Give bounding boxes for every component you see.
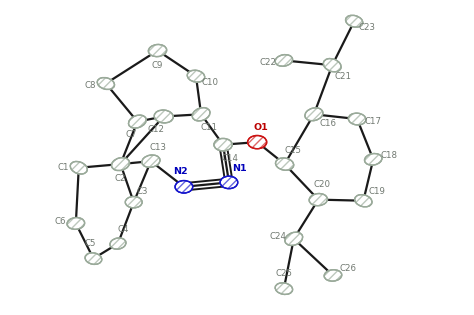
Text: O1: O1	[254, 123, 268, 132]
Text: C25: C25	[275, 269, 292, 278]
Ellipse shape	[348, 113, 366, 125]
Text: C23: C23	[358, 23, 375, 32]
Ellipse shape	[275, 158, 294, 170]
Ellipse shape	[192, 108, 210, 121]
Ellipse shape	[214, 139, 232, 151]
Text: C15: C15	[284, 146, 301, 155]
Text: C17: C17	[364, 117, 381, 126]
Text: N1: N1	[233, 164, 247, 173]
Ellipse shape	[148, 44, 167, 57]
Text: C6: C6	[55, 217, 66, 226]
Text: C5: C5	[85, 239, 96, 249]
Text: C26: C26	[339, 264, 356, 272]
Ellipse shape	[323, 59, 341, 72]
Ellipse shape	[142, 155, 160, 167]
Text: C14: C14	[221, 154, 238, 163]
Ellipse shape	[305, 108, 323, 121]
Ellipse shape	[346, 15, 363, 27]
Text: C13: C13	[149, 143, 166, 152]
Ellipse shape	[125, 197, 142, 208]
Ellipse shape	[285, 232, 302, 245]
Text: C24: C24	[270, 232, 287, 242]
Text: N2: N2	[173, 167, 188, 176]
Ellipse shape	[97, 77, 115, 89]
Text: C2: C2	[115, 174, 126, 182]
Text: C7: C7	[125, 130, 137, 139]
Text: C19: C19	[369, 187, 386, 196]
Text: C1: C1	[58, 163, 69, 172]
Ellipse shape	[275, 54, 292, 66]
Ellipse shape	[365, 153, 382, 165]
Text: C9: C9	[152, 61, 163, 71]
Text: C21: C21	[335, 72, 352, 81]
Ellipse shape	[128, 115, 146, 128]
Ellipse shape	[67, 218, 85, 229]
Text: C22: C22	[260, 58, 277, 67]
Ellipse shape	[247, 135, 267, 149]
Ellipse shape	[355, 195, 372, 207]
Text: C18: C18	[380, 151, 397, 160]
Ellipse shape	[324, 270, 342, 281]
Text: C20: C20	[313, 180, 330, 189]
Ellipse shape	[187, 70, 205, 82]
Text: C4: C4	[118, 225, 129, 234]
Ellipse shape	[154, 110, 173, 123]
Ellipse shape	[85, 253, 102, 264]
Ellipse shape	[110, 238, 126, 249]
Text: C16: C16	[319, 119, 337, 128]
Text: C8: C8	[85, 81, 96, 90]
Text: C3: C3	[136, 187, 147, 197]
Ellipse shape	[70, 162, 87, 174]
Ellipse shape	[175, 180, 192, 193]
Ellipse shape	[220, 176, 238, 189]
Text: C11: C11	[201, 123, 218, 132]
Text: C10: C10	[201, 78, 219, 87]
Text: C12: C12	[147, 125, 164, 134]
Ellipse shape	[275, 283, 292, 295]
Ellipse shape	[111, 158, 129, 170]
Ellipse shape	[309, 193, 328, 206]
